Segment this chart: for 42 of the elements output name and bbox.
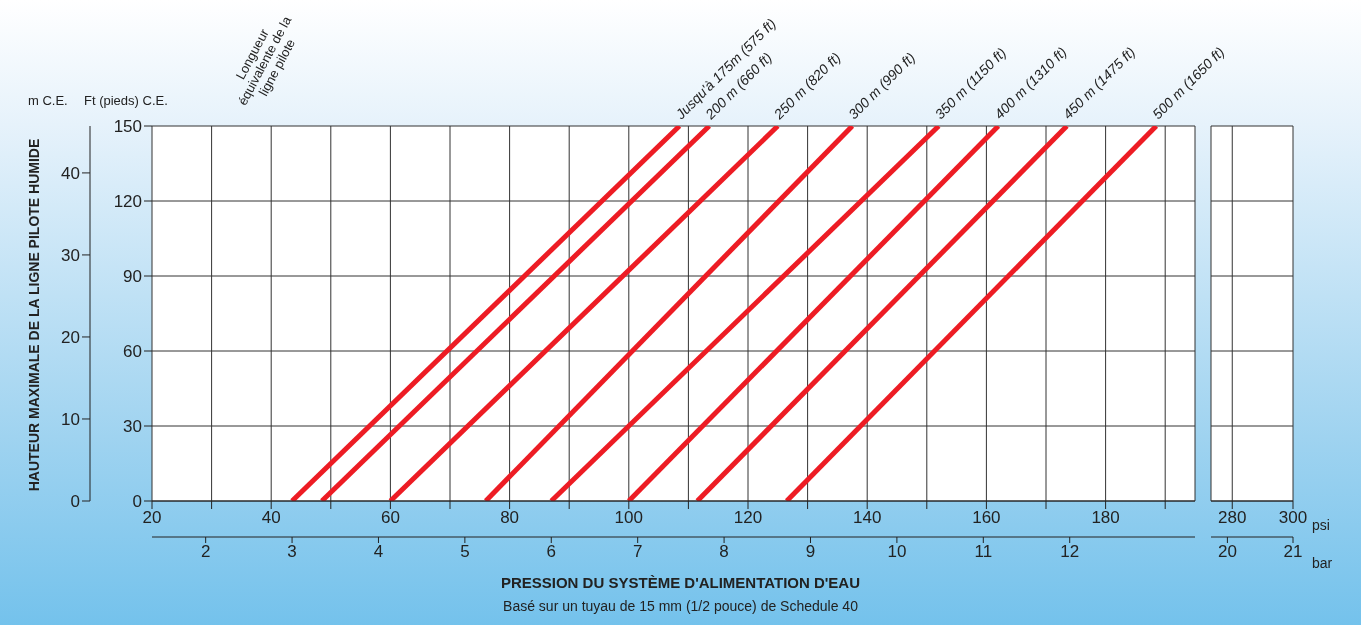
x-tick-label: 300	[1278, 508, 1308, 528]
y2-tick-label: 60	[123, 342, 142, 362]
y2-tick-label: 120	[113, 192, 142, 212]
x-tick-label: 160	[972, 508, 1001, 528]
x-tick-label: 40	[261, 508, 281, 528]
y-tick-label: 0	[70, 492, 80, 512]
x-tick-label: 20	[142, 508, 162, 528]
x-tick-label: 80	[500, 508, 520, 528]
x-axis-title: PRESSION DU SYSTÈME D'ALIMENTATION D'EAU	[499, 574, 862, 591]
x2-tick-label: 10	[887, 542, 907, 562]
y2-tick-label: 90	[123, 267, 142, 287]
x2-tick-label: 8	[719, 542, 729, 562]
x-tick-label: 60	[380, 508, 400, 528]
x-tick-label: 180	[1091, 508, 1120, 528]
x2-tick-label: 9	[805, 542, 816, 562]
text: m C.E.	[28, 93, 68, 108]
x-tick-label: 120	[733, 508, 763, 528]
x-tick-label: 140	[853, 508, 882, 528]
text: psi	[1312, 517, 1330, 533]
x2-tick-label: 3	[287, 542, 297, 562]
text: bar	[1312, 555, 1333, 571]
x2-tick-label: 12	[1060, 542, 1080, 562]
x2-tick-label: 5	[460, 542, 470, 562]
text: Ft (pieds) C.E.	[84, 93, 168, 108]
x2-tick-label: 11	[974, 542, 993, 562]
x-tick-label: 280	[1218, 508, 1247, 528]
x2-tick-label: 2	[200, 542, 211, 562]
x2-tick-label: 4	[373, 542, 384, 562]
text: Basé sur un tuyau de 15 mm (1/2 pouce) de Schedule 40	[502, 598, 859, 614]
y-tick-label: 40	[61, 163, 80, 183]
y2-tick-label: 150	[113, 117, 142, 137]
x2-tick-label: 6	[546, 542, 557, 562]
y2-tick-label: 30	[123, 417, 142, 437]
x2-tick-label: 21	[1283, 542, 1303, 562]
y-tick-label: 30	[61, 245, 80, 265]
x-tick-label: 100	[614, 508, 643, 528]
y-axis-title: HAUTEUR MAXIMALE DE LA LIGNE PILOTE HUMIDE	[26, 138, 42, 492]
x2-tick-label: 20	[1217, 542, 1237, 562]
y-tick-label: 20	[61, 327, 80, 347]
x2-tick-label: 7	[632, 542, 643, 562]
y2-tick-label: 0	[132, 492, 142, 512]
y-tick-label: 10	[61, 410, 80, 430]
